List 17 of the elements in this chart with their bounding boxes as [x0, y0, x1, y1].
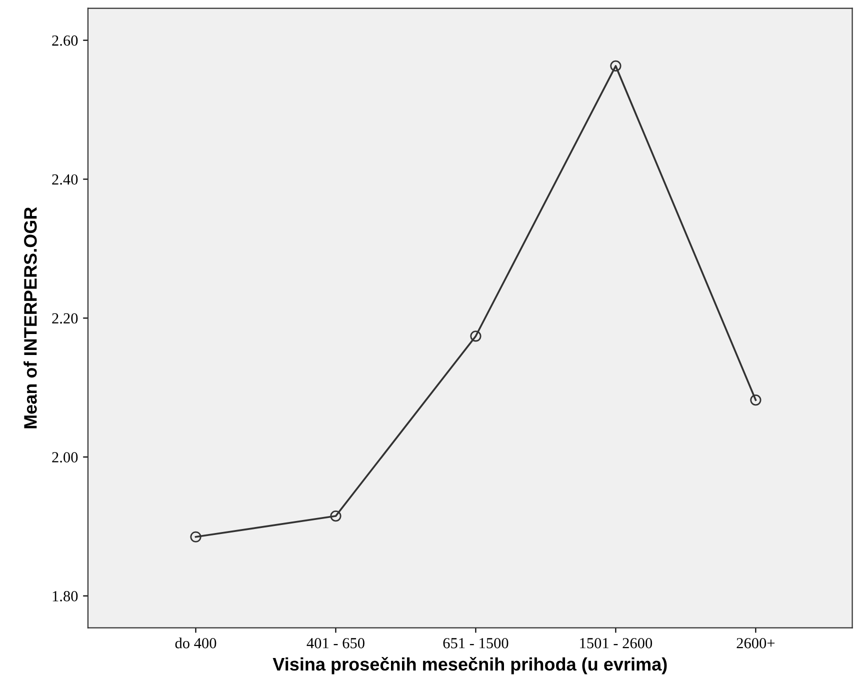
- y-tick-label: 2.00: [52, 452, 78, 463]
- x-tick-label: do 400: [175, 638, 216, 648]
- y-axis-title: Mean of INTERPERS.OGR: [24, 207, 37, 428]
- y-tick-label: 2.60: [52, 35, 78, 46]
- y-tick-label: 1.80: [52, 591, 78, 602]
- point: [750, 394, 762, 406]
- y-tick-label: 2.40: [52, 174, 78, 185]
- x-tick-label: 401 - 650: [306, 638, 364, 648]
- x-tick-label: 2600+: [736, 638, 775, 648]
- x-tick-label: 651 - 1500: [443, 638, 508, 648]
- point: [470, 330, 482, 342]
- y-tick-label: 2.20: [52, 313, 78, 324]
- point: [330, 510, 342, 522]
- point: [190, 531, 202, 542]
- x-axis-title: Visina prosečnih mesečnih prihoda (u evrima): [272, 656, 667, 674]
- x-tick-label: 1501 - 2600: [580, 638, 652, 648]
- point: [610, 60, 622, 72]
